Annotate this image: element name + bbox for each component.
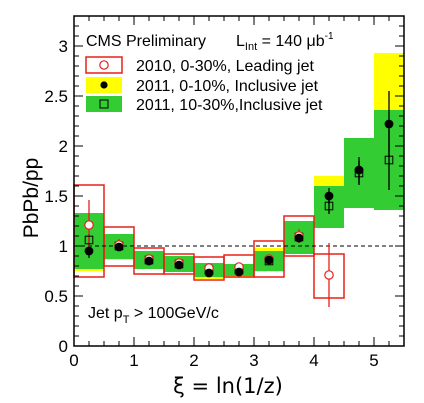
- luminosity-label: LInt = 140 μb-1: [236, 31, 334, 53]
- marker-filled-circle-0: [84, 246, 94, 256]
- jet-pt-cut-label: Jet pT > 100GeV/c: [88, 305, 219, 326]
- legend-marker-open-square: [99, 99, 109, 109]
- cut-value: > 100GeV/c: [129, 305, 218, 322]
- red-box-6: [253, 240, 285, 278]
- axis-ticks: 0 1 2 3 4 5 0 0.5 1 1.5 2 2.5 3: [44, 15, 405, 370]
- marker-filled-circle-1: [114, 242, 124, 252]
- marker-open-circle-8: [324, 270, 334, 280]
- legend-marker-open-circle: [99, 60, 109, 70]
- cms-preliminary-label: CMS Preliminary: [86, 33, 206, 50]
- marker-open-square-8: [324, 201, 334, 211]
- marker-filled-circle-3: [174, 260, 184, 270]
- y-tick-label: 3: [59, 37, 68, 56]
- legend-marker-filled-circle: [100, 81, 108, 89]
- y-tick-label: 1: [59, 237, 68, 256]
- marker-filled-circle-8: [324, 191, 334, 201]
- marker-filled-circle-10: [384, 119, 394, 129]
- x-tick-label: 2: [189, 351, 198, 370]
- cut-subscript: T: [123, 314, 130, 326]
- legend-swatch-green-band: [86, 96, 122, 112]
- marker-filled-circle-5: [234, 267, 244, 277]
- lumi-symbol: L: [236, 33, 245, 50]
- marker-open-square-0: [84, 235, 94, 245]
- data-markers: [84, 119, 394, 280]
- y-tick-label: 2: [59, 137, 68, 156]
- y-tick-label: 2.5: [44, 87, 68, 106]
- green-systematic-bands: [74, 110, 404, 277]
- lumi-superscript: -1: [325, 31, 334, 42]
- red-box-7: [283, 215, 315, 257]
- marker-filled-circle-7: [294, 233, 304, 243]
- legend-label-2: 2011, 10-30%,Inclusive jet: [136, 97, 323, 114]
- marker-filled-circle-2: [144, 256, 154, 266]
- legend-label-1: 2011, 0-10%, Inclusive jet: [136, 78, 319, 95]
- x-tick-label: 1: [129, 351, 138, 370]
- y-tick-label: 0.5: [44, 287, 68, 306]
- x-tick-label: 3: [249, 351, 258, 370]
- y-tick-label: 1.5: [44, 187, 68, 206]
- y-tick-label: 0: [59, 337, 68, 356]
- marker-filled-circle-4: [204, 268, 214, 278]
- marker-open-square-10: [384, 155, 394, 165]
- x-axis-label: ξ = ln(1/z): [173, 374, 283, 398]
- marker-open-circle-0: [84, 220, 94, 230]
- lumi-subscript: Int: [245, 41, 257, 53]
- legend-label-0: 2010, 0-30%, Leading jet: [136, 58, 314, 75]
- cut-prefix: Jet p: [88, 305, 123, 322]
- lumi-value: = 140 μb: [257, 33, 325, 50]
- legend: 2010, 0-30%, Leading jet 2011, 0-10%, In…: [85, 56, 323, 114]
- legend-swatch-red-box: [85, 56, 123, 74]
- marker-filled-circle-6: [264, 255, 274, 265]
- marker-filled-circle-9: [354, 165, 364, 175]
- x-tick-label: 4: [309, 351, 318, 370]
- y-axis-label: PbPb/pp: [20, 158, 43, 239]
- x-tick-label: 5: [369, 351, 378, 370]
- x-tick-label: 0: [69, 351, 78, 370]
